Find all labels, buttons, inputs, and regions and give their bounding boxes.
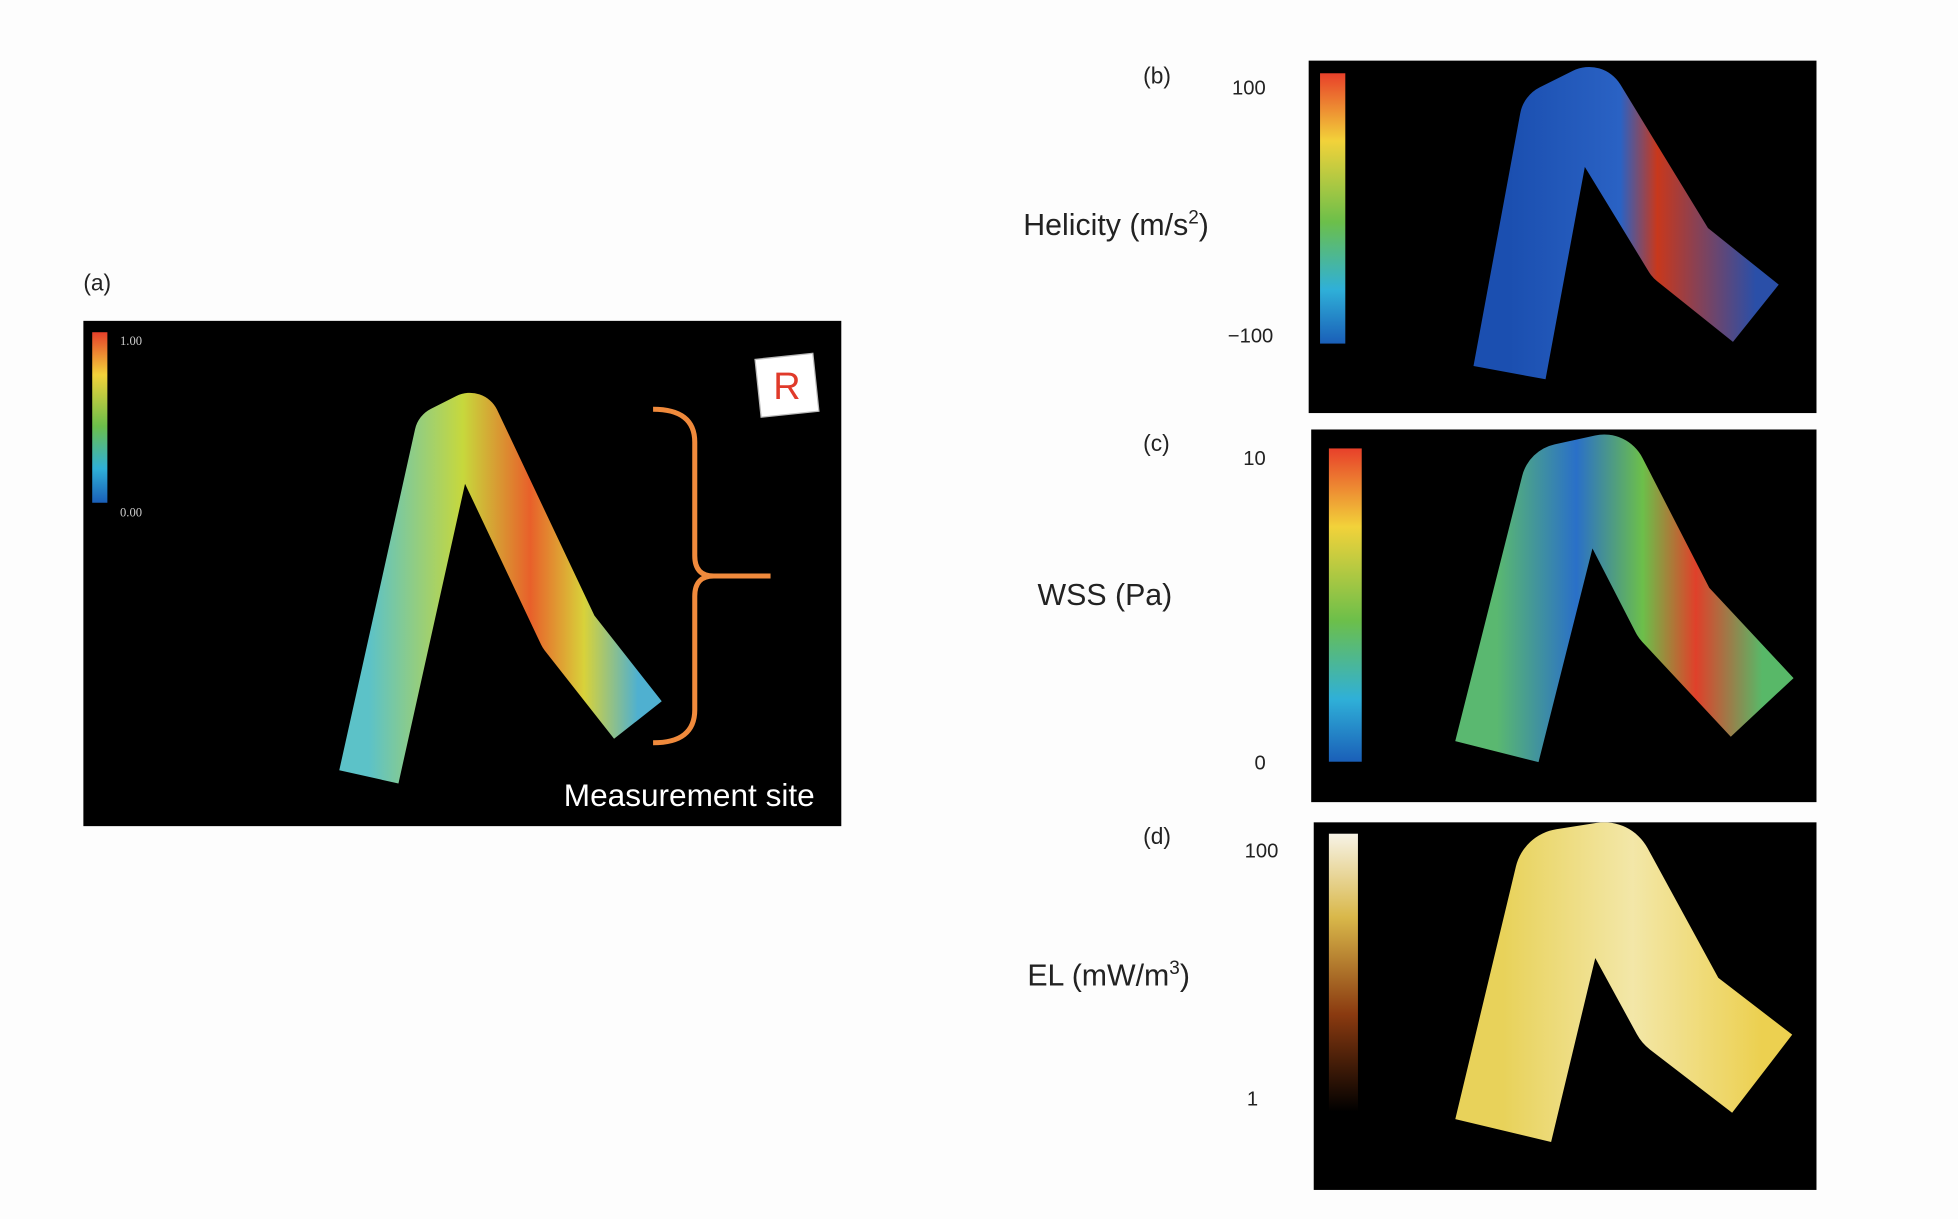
annotation: Measurement site xyxy=(564,777,815,813)
bracket xyxy=(653,406,771,746)
orientation-cube xyxy=(754,352,820,418)
axis-label: Helicity (m/s2) xyxy=(1023,208,1209,242)
colorbar-label: 0 xyxy=(1254,752,1265,774)
colorbar xyxy=(92,332,108,503)
colorbar-label: 1 xyxy=(1247,1088,1258,1110)
colorbar xyxy=(1328,448,1362,762)
colorbar-label: 100 xyxy=(1232,78,1266,100)
orientation-label: R xyxy=(773,366,800,408)
colorbar-label: 10 xyxy=(1243,448,1265,470)
superscript: 3 xyxy=(1169,958,1180,979)
axis-label-text: WSS (Pa) xyxy=(1038,579,1173,612)
colorbar-label: 0.00 xyxy=(120,506,142,520)
axis-label: WSS (Pa) xyxy=(1038,579,1173,612)
panel-label: (c) xyxy=(1143,430,1170,456)
axis-label-text: Helicity (m/s xyxy=(1023,209,1188,242)
colorbar-label: −100 xyxy=(1228,325,1274,347)
panel-label: (a) xyxy=(83,270,111,296)
helicity-map xyxy=(1473,66,1779,380)
superscript: 2 xyxy=(1188,208,1199,229)
streamlines xyxy=(339,392,662,784)
axis-label: EL (mW/m3) xyxy=(1027,958,1190,992)
panel-label: (d) xyxy=(1143,823,1171,849)
colorbar-label: 1.00 xyxy=(120,334,142,348)
figure-layout: (a) 1.00 0.00 R Measurement site (b) 100… xyxy=(83,60,1817,1190)
panel-label: (b) xyxy=(1143,62,1171,88)
colorbar-label: 100 xyxy=(1245,841,1279,863)
wss-map xyxy=(1455,434,1794,763)
colorbar xyxy=(1320,73,1346,344)
colorbar xyxy=(1328,833,1358,1112)
axis-label-text: EL (mW/m xyxy=(1027,959,1169,992)
el-map xyxy=(1455,822,1793,1143)
axis-label-suffix: ) xyxy=(1199,209,1209,242)
axis-label-suffix: ) xyxy=(1180,959,1190,992)
